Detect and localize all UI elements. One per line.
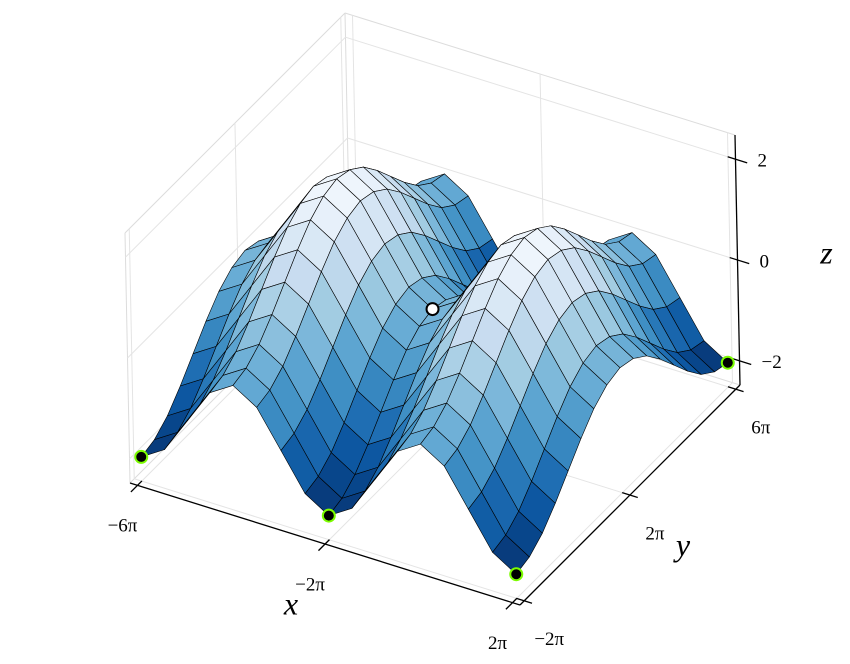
y-tick-label: −2π xyxy=(534,629,564,650)
axes: −6π −2π 2π −2π 2π 6π −2 0 2 x y z xyxy=(108,134,833,654)
markers xyxy=(134,302,735,582)
marker xyxy=(425,302,440,317)
z-tick xyxy=(731,357,752,366)
grid-line xyxy=(127,137,348,359)
x-tick-label: 2π xyxy=(488,633,508,654)
surface xyxy=(140,166,729,575)
pane-edge xyxy=(344,12,736,136)
x-tick xyxy=(505,597,518,610)
y-tick-label: 2π xyxy=(645,523,665,544)
marker xyxy=(509,567,524,582)
x-tick xyxy=(130,480,143,493)
y-axis-label: y xyxy=(673,526,691,562)
marker xyxy=(321,508,336,523)
z-tick-label: 2 xyxy=(757,151,767,172)
z-tick-label: −2 xyxy=(762,352,782,373)
surface-cell xyxy=(492,534,530,575)
x-tick xyxy=(318,539,330,552)
grid-line xyxy=(347,137,738,261)
z-tick xyxy=(729,256,750,265)
x-tick-label: −2π xyxy=(295,574,325,595)
grid-line xyxy=(345,36,736,160)
z-tick xyxy=(727,156,748,164)
z-axis-label: z xyxy=(819,234,833,270)
pane-edge xyxy=(124,12,346,234)
x-tick-label: −6π xyxy=(108,516,138,537)
z-tick-label: 0 xyxy=(760,251,770,272)
y-tick xyxy=(727,386,744,393)
grid-line xyxy=(125,36,346,258)
marker xyxy=(134,449,149,464)
y-tick xyxy=(516,597,533,604)
y-tick xyxy=(621,491,638,499)
y-tick-label: 6π xyxy=(751,418,771,439)
x-axis-label: x xyxy=(283,585,298,621)
marker xyxy=(720,355,735,370)
